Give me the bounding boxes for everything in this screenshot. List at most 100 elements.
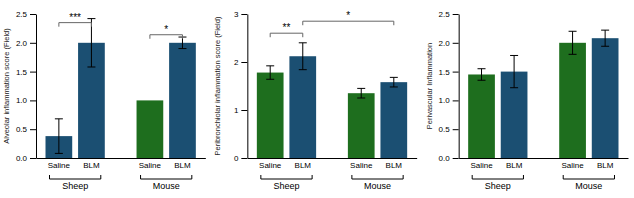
y-tick-label: 0.5 bbox=[16, 125, 28, 134]
error-bar-line bbox=[572, 31, 573, 54]
x-tick-label: Saline bbox=[561, 161, 584, 170]
panel: 0123Peribronchiolar inflammation score (… bbox=[213, 10, 417, 191]
x-axis-group: Saline BLM bbox=[48, 158, 100, 170]
x-tick: Saline bbox=[470, 158, 493, 170]
y-tick-mark bbox=[453, 72, 459, 73]
group-bracket bbox=[141, 175, 192, 179]
y-axis-line bbox=[459, 15, 460, 159]
significance-label: ** bbox=[283, 22, 291, 33]
bar bbox=[169, 43, 196, 158]
y-tick: 2 bbox=[234, 58, 247, 67]
error-bar-cap bbox=[510, 87, 518, 88]
error-bar-cap bbox=[390, 77, 398, 78]
y-tick-label: 0.0 bbox=[16, 154, 28, 163]
group-label: Mouse bbox=[153, 181, 180, 191]
y-tick-mark bbox=[30, 14, 36, 15]
x-tick-label: BLM bbox=[174, 161, 191, 170]
x-axis bbox=[37, 158, 206, 159]
bar bbox=[137, 100, 164, 158]
bar bbox=[380, 82, 407, 158]
error-bar-cap bbox=[478, 68, 486, 69]
error-bar-cap bbox=[266, 79, 274, 80]
error-bar bbox=[478, 69, 486, 81]
y-tick-mark bbox=[30, 129, 36, 130]
error-bar bbox=[357, 88, 365, 98]
error-bar-cap bbox=[299, 42, 307, 43]
x-axis-line bbox=[459, 158, 628, 159]
y-tick: 1 bbox=[234, 106, 247, 115]
x-tick-label: Saline bbox=[48, 161, 71, 170]
y-tick: 1.0 bbox=[16, 96, 36, 105]
panel: 0.00.51.01.52.02.5Alveolar inflammation … bbox=[2, 10, 206, 191]
y-tick: 2.5 bbox=[439, 10, 459, 19]
x-axis-line bbox=[37, 158, 206, 159]
bar bbox=[592, 38, 619, 158]
y-tick-mark bbox=[453, 100, 459, 101]
bar bbox=[289, 56, 316, 158]
x-tick: Saline bbox=[259, 158, 282, 170]
y-tick-label: 2 bbox=[234, 58, 239, 67]
y-tick-mark bbox=[453, 158, 459, 159]
error-bar-line bbox=[514, 55, 515, 87]
y-tick: 0.0 bbox=[16, 154, 36, 163]
y-tick-label: 1.5 bbox=[439, 68, 451, 77]
y-tick-mark bbox=[241, 62, 247, 63]
error-bar-cap bbox=[266, 65, 274, 66]
bar bbox=[348, 93, 375, 158]
y-axis-line bbox=[36, 15, 37, 159]
x-tick-label: BLM bbox=[83, 161, 100, 170]
y-tick-label: 1 bbox=[234, 106, 239, 115]
y-tick-mark bbox=[453, 129, 459, 130]
y-tick: 1.5 bbox=[439, 68, 459, 77]
y-tick-label: 0.0 bbox=[439, 154, 451, 163]
panel: 0.00.51.01.52.02.5Perivascular Inflammat… bbox=[425, 10, 629, 191]
x-tick: BLM bbox=[597, 158, 614, 170]
x-axis bbox=[459, 158, 628, 159]
group-bracket bbox=[472, 175, 523, 179]
bar bbox=[257, 73, 284, 158]
significance-bracket bbox=[270, 33, 303, 37]
x-tick: BLM bbox=[83, 158, 100, 170]
y-tick: 2.0 bbox=[16, 39, 36, 48]
y-tick-label: 3 bbox=[234, 10, 239, 19]
error-bar-cap bbox=[569, 54, 577, 55]
plot-marks bbox=[257, 43, 407, 158]
y-tick-mark bbox=[30, 158, 36, 159]
error-bar bbox=[266, 66, 274, 79]
y-axis-label: Perivascular Inflammation bbox=[425, 43, 434, 129]
error-bar-cap bbox=[299, 69, 307, 70]
y-tick-mark bbox=[30, 100, 36, 101]
x-axis-group: Saline BLM bbox=[139, 158, 191, 170]
y-axis-label: Alveolar inflammation score (Field) bbox=[2, 28, 11, 144]
y-tick-label: 1.0 bbox=[16, 96, 28, 105]
y-tick-label: 2.5 bbox=[439, 10, 451, 19]
significance-label: *** bbox=[69, 12, 81, 23]
significance-bracket bbox=[59, 23, 92, 27]
error-bar-line bbox=[361, 88, 362, 98]
significance-label: * bbox=[346, 10, 350, 21]
x-tick: BLM bbox=[174, 158, 191, 170]
x-tick: BLM bbox=[295, 158, 312, 170]
error-bar-line bbox=[605, 30, 606, 46]
y-tick-mark bbox=[30, 43, 36, 44]
error-bar-cap bbox=[478, 80, 486, 81]
y-tick-mark bbox=[241, 158, 247, 159]
y-tick: 2.0 bbox=[439, 39, 459, 48]
error-bar bbox=[55, 119, 63, 154]
error-bar-cap bbox=[601, 30, 609, 31]
x-tick: Saline bbox=[139, 158, 162, 170]
error-bar-cap bbox=[357, 98, 365, 99]
y-tick-label: 1.5 bbox=[16, 68, 28, 77]
y-tick: 1.5 bbox=[16, 68, 36, 77]
chart: 0.0 0.5 1.0 1.5 2.0 2.5 Alveolar inflammation … bbox=[0, 0, 634, 198]
group-bracket bbox=[50, 175, 101, 179]
significance-bracket bbox=[303, 21, 394, 25]
x-tick-label: BLM bbox=[506, 161, 523, 170]
x-tick-label: BLM bbox=[295, 161, 312, 170]
error-bar-cap bbox=[55, 153, 63, 154]
x-axis-group: Saline BLM bbox=[561, 158, 613, 170]
x-tick-label: Saline bbox=[470, 161, 493, 170]
error-bar-line bbox=[58, 119, 59, 154]
x-axis-group: Saline BLM bbox=[259, 158, 311, 170]
error-bar bbox=[390, 77, 398, 87]
